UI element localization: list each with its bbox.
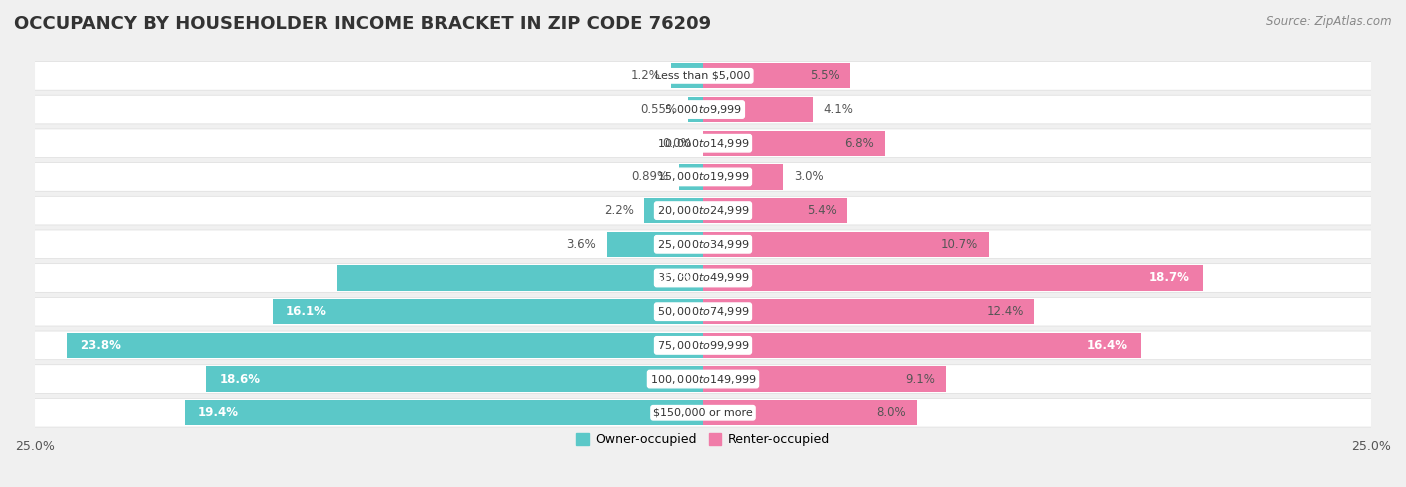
Bar	[671, 63, 703, 89]
Bar	[644, 198, 703, 223]
Bar	[205, 366, 703, 392]
Text: 8.0%: 8.0%	[876, 406, 905, 419]
Bar	[679, 164, 703, 189]
Text: $150,000 or more: $150,000 or more	[654, 408, 752, 418]
FancyBboxPatch shape	[35, 129, 1371, 158]
Bar	[703, 366, 946, 392]
Bar	[703, 164, 783, 189]
Text: $10,000 to $14,999: $10,000 to $14,999	[657, 137, 749, 150]
Text: $50,000 to $74,999: $50,000 to $74,999	[657, 305, 749, 318]
Legend: Owner-occupied, Renter-occupied: Owner-occupied, Renter-occupied	[571, 428, 835, 451]
FancyBboxPatch shape	[35, 365, 1371, 393]
Text: 12.4%: 12.4%	[986, 305, 1024, 318]
Text: $15,000 to $19,999: $15,000 to $19,999	[657, 170, 749, 184]
Bar	[607, 232, 703, 257]
Bar	[703, 97, 813, 122]
FancyBboxPatch shape	[35, 230, 1371, 259]
FancyBboxPatch shape	[35, 331, 1371, 360]
Text: 16.1%: 16.1%	[287, 305, 328, 318]
Bar	[703, 198, 848, 223]
FancyBboxPatch shape	[35, 298, 1371, 326]
FancyBboxPatch shape	[35, 263, 1371, 292]
Text: 6.8%: 6.8%	[844, 137, 875, 150]
Bar	[703, 232, 988, 257]
Text: 2.2%: 2.2%	[603, 204, 634, 217]
FancyBboxPatch shape	[35, 61, 1371, 90]
Bar	[703, 299, 1035, 324]
Text: 0.0%: 0.0%	[662, 137, 692, 150]
Bar	[184, 400, 703, 425]
Text: 18.6%: 18.6%	[219, 373, 260, 386]
Bar	[689, 97, 703, 122]
Text: 3.6%: 3.6%	[567, 238, 596, 251]
Bar	[337, 265, 703, 291]
Text: 19.4%: 19.4%	[198, 406, 239, 419]
Bar	[67, 333, 703, 358]
Text: $100,000 to $149,999: $100,000 to $149,999	[650, 373, 756, 386]
Text: Less than $5,000: Less than $5,000	[655, 71, 751, 81]
Bar	[703, 400, 917, 425]
Text: 10.7%: 10.7%	[941, 238, 979, 251]
FancyBboxPatch shape	[35, 163, 1371, 191]
Bar	[703, 131, 884, 156]
Text: 18.7%: 18.7%	[1149, 271, 1189, 284]
Text: $35,000 to $49,999: $35,000 to $49,999	[657, 271, 749, 284]
FancyBboxPatch shape	[35, 196, 1371, 225]
Bar	[273, 299, 703, 324]
Text: $20,000 to $24,999: $20,000 to $24,999	[657, 204, 749, 217]
Text: 23.8%: 23.8%	[80, 339, 121, 352]
Text: 16.4%: 16.4%	[1087, 339, 1128, 352]
Text: 0.89%: 0.89%	[631, 170, 668, 184]
Text: 1.2%: 1.2%	[630, 69, 661, 82]
Bar	[703, 265, 1202, 291]
Text: $5,000 to $9,999: $5,000 to $9,999	[664, 103, 742, 116]
Text: 4.1%: 4.1%	[824, 103, 853, 116]
Text: 9.1%: 9.1%	[905, 373, 935, 386]
Text: $75,000 to $99,999: $75,000 to $99,999	[657, 339, 749, 352]
Text: 13.7%: 13.7%	[655, 271, 692, 284]
Text: $25,000 to $34,999: $25,000 to $34,999	[657, 238, 749, 251]
Bar	[703, 63, 851, 89]
Bar	[703, 333, 1142, 358]
Text: OCCUPANCY BY HOUSEHOLDER INCOME BRACKET IN ZIP CODE 76209: OCCUPANCY BY HOUSEHOLDER INCOME BRACKET …	[14, 15, 711, 33]
FancyBboxPatch shape	[35, 398, 1371, 427]
FancyBboxPatch shape	[35, 95, 1371, 124]
Text: 5.5%: 5.5%	[810, 69, 839, 82]
Text: 0.55%: 0.55%	[641, 103, 678, 116]
Text: 3.0%: 3.0%	[794, 170, 824, 184]
Text: 5.4%: 5.4%	[807, 204, 837, 217]
Text: Source: ZipAtlas.com: Source: ZipAtlas.com	[1267, 15, 1392, 28]
